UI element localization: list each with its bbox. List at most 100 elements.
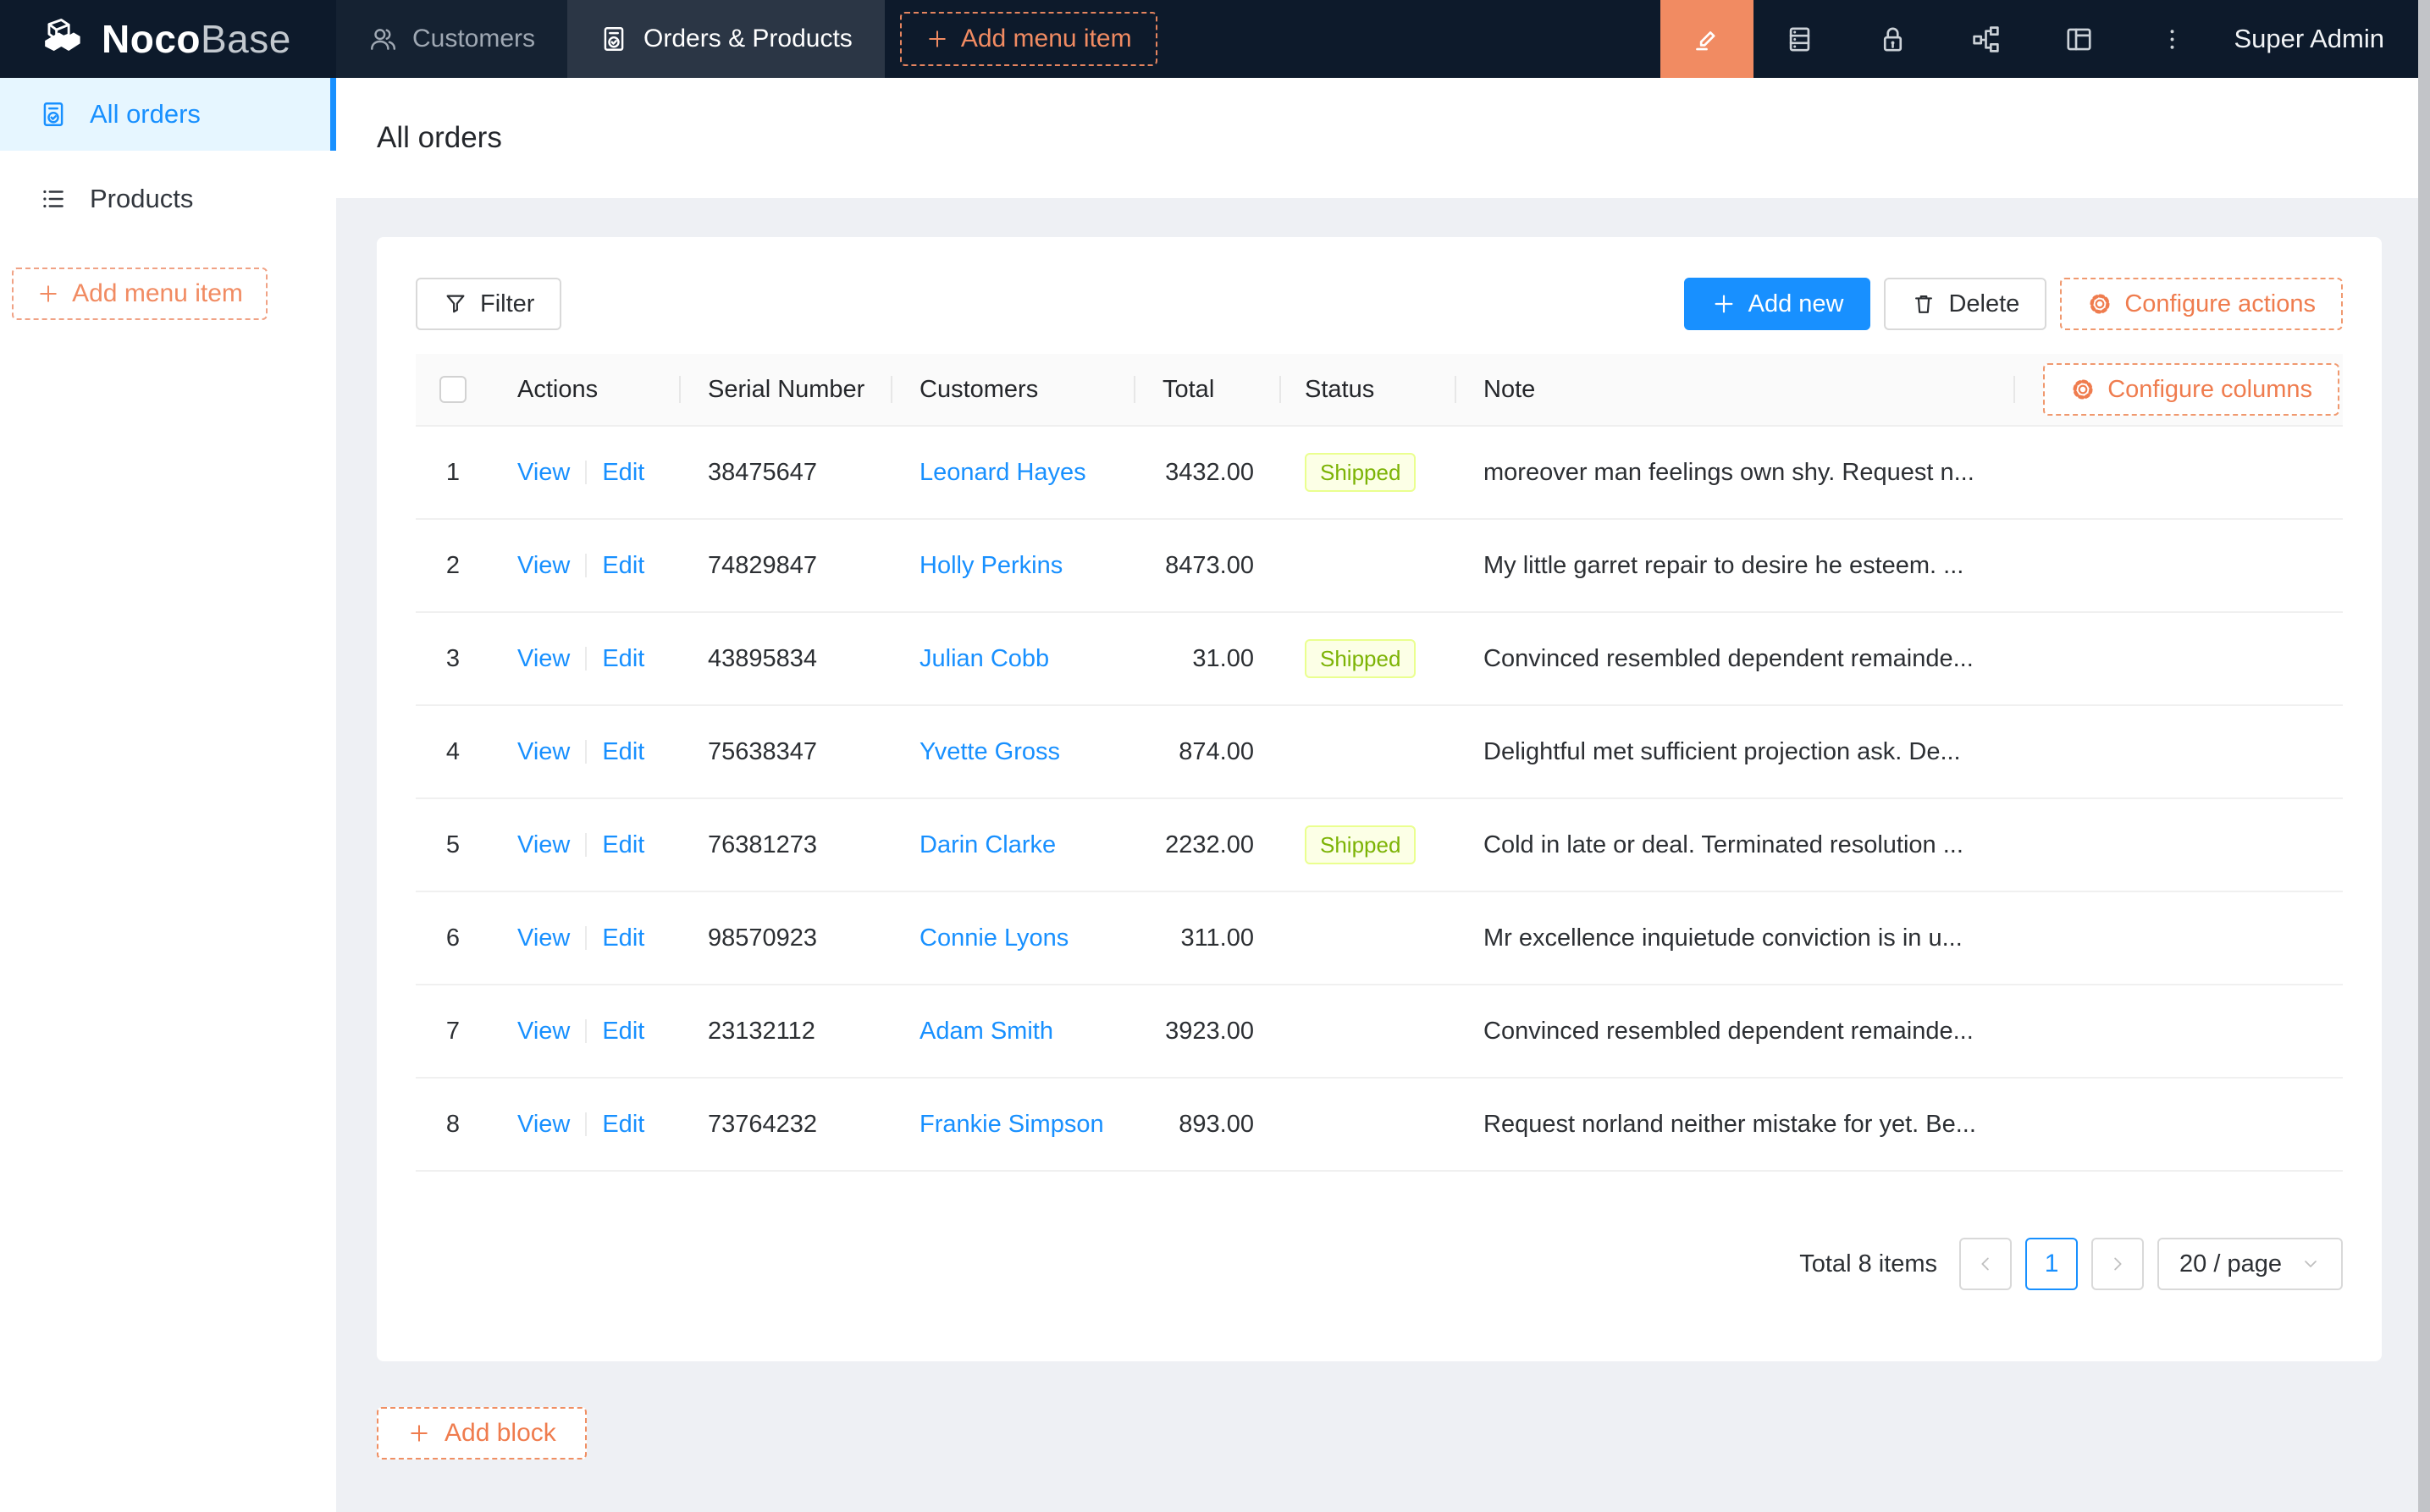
permissions-button[interactable] [1847, 0, 1940, 78]
page-title: All orders [377, 121, 502, 154]
column-header-total[interactable]: Total [1135, 354, 1281, 425]
select-all-checkbox[interactable] [439, 376, 467, 403]
note-text: My little garret repair to desire he est… [1483, 551, 1964, 579]
layout-button[interactable] [2033, 0, 2126, 78]
customer-link[interactable]: Darin Clarke [920, 830, 1057, 858]
add-menu-item-button-top[interactable]: Add menu item [899, 12, 1157, 66]
edit-link[interactable]: Edit [602, 1110, 645, 1138]
row-trailing-cell [2015, 892, 2343, 984]
page-size-select[interactable]: 20 / page [2157, 1238, 2343, 1290]
serial-number-cell: 23132112 [681, 985, 892, 1077]
configure-columns-button[interactable]: Configure columns [2043, 363, 2339, 416]
view-link[interactable]: View [517, 458, 571, 486]
action-divider [585, 926, 588, 950]
total-value: 8473.00 [1165, 551, 1254, 579]
add-menu-item-button-side[interactable]: Add menu item [12, 268, 268, 320]
column-header-serial-number[interactable]: Serial Number [681, 354, 892, 425]
more-button[interactable] [2126, 0, 2219, 78]
collections-button[interactable] [1753, 0, 1847, 78]
configure-actions-button[interactable]: Configure actions [2060, 278, 2343, 330]
user-menu[interactable]: Super Admin [2234, 24, 2385, 53]
ui-editor-button[interactable] [1660, 0, 1753, 78]
chevron-left-icon [1981, 1257, 1989, 1271]
top-header: NocoBase Customers Orders & Products Add… [0, 0, 2418, 78]
serial-number-cell: 74829847 [681, 520, 892, 611]
tab-orders-products[interactable]: Orders & Products [567, 0, 885, 78]
view-link[interactable]: View [517, 1017, 571, 1045]
page-1-button[interactable]: 1 [2025, 1238, 2079, 1290]
column-header-actions[interactable]: Actions [490, 354, 681, 425]
column-header-status[interactable]: Status [1281, 354, 1456, 425]
team-icon [371, 29, 396, 50]
view-link[interactable]: View [517, 737, 571, 765]
add-new-button[interactable]: Add new [1683, 278, 1871, 330]
next-page-button[interactable] [2091, 1238, 2145, 1290]
customer-link[interactable]: Frankie Simpson [920, 1110, 1104, 1138]
column-header-trailing: Configure columns [2015, 354, 2343, 425]
view-link[interactable]: View [517, 551, 571, 579]
serial-number: 98570923 [708, 924, 818, 952]
view-link[interactable]: View [517, 1110, 571, 1138]
note-cell: Convinced resembled dependent remainde..… [1456, 613, 2015, 704]
pagination-total: Total 8 items [1799, 1250, 1938, 1277]
row-actions-cell: View Edit [490, 1079, 681, 1170]
add-block-button[interactable]: Add block [377, 1407, 587, 1460]
workflow-button[interactable] [1940, 0, 2033, 78]
row-actions-cell: View Edit [490, 799, 681, 891]
column-header-customers[interactable]: Customers [892, 354, 1135, 425]
chevron-right-icon [2114, 1257, 2122, 1271]
filter-button[interactable]: Filter [416, 278, 562, 330]
tab-customers[interactable]: Customers [336, 0, 567, 78]
edit-link[interactable]: Edit [602, 1017, 645, 1045]
layout-icon [2067, 28, 2091, 50]
customer-link[interactable]: Yvette Gross [920, 737, 1061, 765]
sidebar-item-all-orders[interactable]: All orders [0, 78, 336, 151]
select-all-cell [416, 354, 490, 425]
table-body: 1 View Edit 38475647 Leonard Hayes 3432.… [416, 427, 2343, 1172]
page-body: Filter Add new Delete [336, 198, 2418, 1460]
view-link[interactable]: View [517, 644, 571, 672]
row-trailing-cell [2015, 799, 2343, 891]
total-value: 2232.00 [1165, 830, 1254, 858]
sidebar-item-products[interactable]: Products [0, 163, 336, 235]
action-divider [585, 833, 588, 857]
table-row: 1 View Edit 38475647 Leonard Hayes 3432.… [416, 427, 2343, 520]
app-logo[interactable]: NocoBase [0, 0, 336, 78]
customer-cell: Yvette Gross [892, 706, 1135, 797]
highlighter-icon [1696, 30, 1715, 50]
edit-link[interactable]: Edit [602, 737, 645, 765]
edit-link[interactable]: Edit [602, 458, 645, 486]
edit-link[interactable]: Edit [602, 644, 645, 672]
row-index-cell: 3 [416, 613, 490, 704]
plus-icon [929, 30, 946, 47]
edit-link[interactable]: Edit [602, 924, 645, 952]
edit-link[interactable]: Edit [602, 830, 645, 858]
gear-icon [2090, 294, 2110, 314]
view-link[interactable]: View [517, 924, 571, 952]
customer-link[interactable]: Holly Perkins [920, 551, 1063, 579]
column-header-note[interactable]: Note [1456, 354, 2015, 425]
view-link[interactable]: View [517, 830, 571, 858]
status-cell: Shipped [1281, 799, 1456, 891]
nocobase-logo-icon [43, 19, 82, 53]
total-cell: 8473.00 [1135, 520, 1281, 611]
serial-number-cell: 98570923 [681, 892, 892, 984]
scrollbar[interactable] [2418, 0, 2430, 1512]
customer-link[interactable]: Connie Lyons [920, 924, 1069, 952]
total-cell: 3923.00 [1135, 985, 1281, 1077]
orders-table-block: Filter Add new Delete [377, 237, 2382, 1361]
customer-link[interactable]: Adam Smith [920, 1017, 1053, 1045]
delete-button[interactable]: Delete [1884, 278, 2047, 330]
row-index: 4 [445, 737, 461, 765]
customer-link[interactable]: Leonard Hayes [920, 458, 1086, 486]
sidebar: All orders Products Add menu item [0, 78, 336, 1512]
previous-page-button[interactable] [1959, 1238, 2013, 1290]
customer-link[interactable]: Julian Cobb [920, 644, 1050, 672]
edit-link[interactable]: Edit [602, 551, 645, 579]
note-cell: My little garret repair to desire he est… [1456, 520, 2015, 611]
sidebar-item-label: All orders [90, 99, 201, 129]
serial-number: 76381273 [708, 830, 818, 858]
serial-number: 75638347 [708, 737, 818, 765]
serial-number-cell: 43895834 [681, 613, 892, 704]
row-index-cell: 6 [416, 892, 490, 984]
